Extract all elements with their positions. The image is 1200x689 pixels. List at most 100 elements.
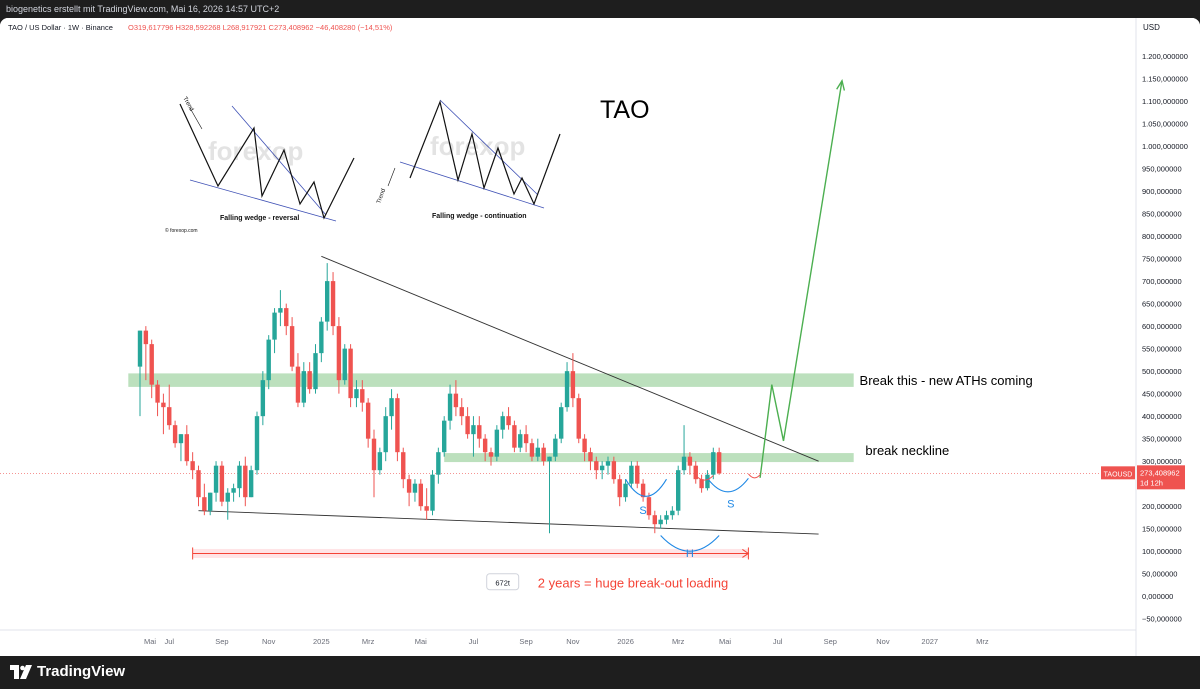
candle-body (430, 474, 435, 511)
candle-body (582, 438, 587, 453)
candle-body (190, 461, 195, 471)
candle-body (676, 470, 681, 511)
inset-falling-wedge-continuation: Trend forexop Falling wedge - continuati… (376, 99, 561, 220)
projection-arrowhead (836, 78, 846, 91)
y-tick-label: 200,000000 (1142, 502, 1182, 511)
annotation-neckline[interactable]: break neckline (865, 443, 949, 458)
candle-body (670, 510, 675, 516)
x-tick-label: Mrz (672, 637, 685, 646)
y-tick-label: 850,000000 (1142, 210, 1182, 219)
candle-body (564, 371, 570, 408)
x-tick-label: 2026 (617, 637, 634, 646)
inset-left-trend-arrow (189, 107, 203, 130)
inset-right-trend-arrow (387, 167, 396, 187)
candle-body (208, 492, 213, 511)
candle-body (599, 465, 605, 471)
x-tick-label: Nov (566, 637, 580, 646)
candle-body (716, 452, 722, 474)
candle-body (635, 465, 640, 484)
inset-left-price-path (179, 103, 355, 220)
candle-body (284, 308, 289, 327)
left-shoulder-curve (625, 478, 667, 497)
x-tick-label: Sep (824, 637, 837, 646)
candle-body (693, 465, 698, 480)
candle-body (442, 420, 447, 453)
candle-body (406, 479, 412, 493)
price-axis[interactable]: USD −50,000000 0,000000 50,000000 100,00000… (1135, 18, 1188, 656)
y-tick-label: 1.100,000000 (1142, 97, 1188, 106)
candle-body (459, 407, 464, 417)
candle-body (535, 447, 540, 457)
candle-body (248, 470, 254, 498)
candle-body (354, 389, 359, 399)
lower-trendline[interactable] (198, 510, 819, 535)
candle-body (658, 519, 663, 525)
y-tick-label: 1.000,000000 (1142, 142, 1188, 151)
candle-body (360, 389, 365, 403)
candle-body (266, 339, 271, 381)
y-tick-label: 800,000000 (1142, 232, 1182, 241)
projection-path[interactable] (759, 80, 843, 478)
footer-bar: TradingView (0, 656, 1200, 689)
candle-body (330, 281, 336, 327)
tradingview-logo[interactable]: TradingView (10, 663, 125, 680)
candle-body (289, 326, 295, 367)
annotation-ath[interactable]: Break this - new ATHs coming (860, 373, 1033, 388)
x-tick-label: Mai (719, 637, 731, 646)
legend-symbol: TAO / US Dollar · 1W · Binance (8, 23, 113, 32)
candle-body (196, 470, 201, 498)
candle-body (377, 452, 383, 471)
candle-body (482, 438, 488, 453)
candle-body (295, 366, 301, 403)
y-tick-label: −50,000000 (1142, 615, 1182, 624)
candle-body (307, 371, 312, 390)
y-tick-label: 100,000000 (1142, 547, 1182, 556)
time-axis[interactable]: Mai Jul Sep Nov 2025 Mrz Mai Jul Sep Nov 2026 Mrz Ma… (0, 629, 1136, 646)
candle-body (219, 465, 225, 502)
shoulder-accent-left (695, 475, 714, 481)
candle-body (447, 393, 453, 421)
inset-left-caption: Falling wedge - reversal (220, 215, 299, 222)
legend-ohlc: O319,617796 H328,592268 L268,917921 C273… (128, 23, 393, 32)
candle-body (149, 344, 154, 385)
axis-currency: USD (1143, 23, 1160, 32)
candle-body (301, 371, 306, 403)
candle-body (553, 438, 558, 457)
x-tick-label: 2025 (313, 637, 330, 646)
candle-body (500, 416, 505, 430)
candle-body (161, 402, 166, 408)
candle-body (681, 456, 687, 471)
annotation-breakout[interactable]: 2 years = huge break-out loading (538, 576, 728, 591)
y-tick-label: 700,000000 (1142, 277, 1182, 286)
candle-body (178, 434, 184, 444)
zone-neckline[interactable] (444, 453, 854, 463)
price-chart[interactable]: Trend forexop Falling wedge - reversal ©… (0, 18, 1200, 656)
y-tick-label: 350,000000 (1142, 435, 1182, 444)
candle-body (319, 321, 324, 354)
candle-body (143, 330, 149, 345)
candle-body (523, 434, 529, 444)
candle-body (611, 461, 617, 480)
y-tick-label: 300,000000 (1142, 457, 1182, 466)
inset-right-caption: Falling wedge - continuation (432, 213, 527, 220)
tradingview-logo-icon (10, 664, 32, 679)
candle-body (342, 348, 347, 381)
candle-body (465, 416, 470, 435)
candle-body (424, 506, 429, 511)
candle-body (506, 416, 511, 426)
candle-body (541, 447, 546, 462)
x-tick-label: Mai (415, 637, 427, 646)
candle-body (243, 465, 248, 498)
candle-body (664, 515, 669, 520)
candle-body (272, 312, 277, 340)
y-tick-label: 750,000000 (1142, 255, 1182, 264)
y-tick-label: 1.050,000000 (1142, 120, 1188, 129)
y-tick-label: 550,000000 (1142, 345, 1182, 354)
inset-right-price-path (409, 99, 561, 206)
upper-trendline[interactable] (321, 255, 819, 462)
zone-resistance[interactable] (128, 373, 854, 387)
candle-body (278, 308, 283, 313)
bars-count-badge (486, 573, 520, 591)
candle-body (617, 479, 622, 498)
x-tick-label: Nov (262, 637, 276, 646)
